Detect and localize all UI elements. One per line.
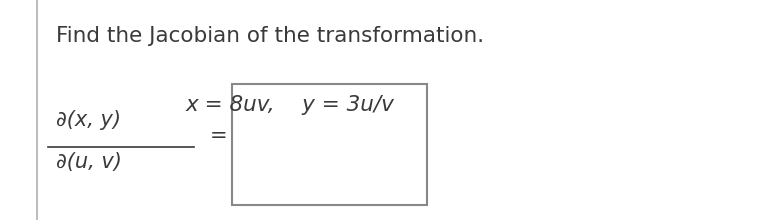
Text: x = 8uv,    y = 3u/v: x = 8uv, y = 3u/v <box>185 95 394 115</box>
Text: ∂(u, v): ∂(u, v) <box>56 152 121 172</box>
Text: =: = <box>210 126 227 146</box>
Text: Find the Jacobian of the transformation.: Find the Jacobian of the transformation. <box>56 26 484 46</box>
Text: ∂(x, y): ∂(x, y) <box>56 110 120 130</box>
Bar <box>232 84 427 205</box>
